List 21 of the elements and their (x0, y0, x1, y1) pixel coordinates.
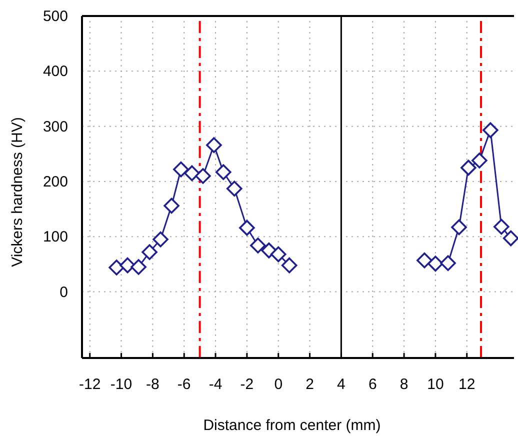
x-axis-title: Distance from center (mm) (203, 417, 381, 434)
x-tick-label: 12 (458, 376, 476, 393)
y-tick-label: 200 (42, 173, 68, 190)
y-tick-label: 0 (60, 284, 68, 301)
x-tick-label: 10 (427, 376, 444, 393)
x-tick-label: 6 (368, 376, 377, 393)
x-tick-label: 0 (274, 376, 283, 393)
y-tick-label: 100 (42, 228, 68, 246)
x-tick-label: -10 (110, 376, 132, 393)
x-tick-label: 8 (400, 376, 408, 393)
x-tick-label: -12 (79, 376, 101, 393)
x-tick-label: -2 (240, 376, 254, 393)
y-axis-title: Vickers hardness (HV) (9, 117, 26, 267)
x-tick-label: -8 (146, 376, 160, 393)
x-tick-label: -4 (208, 376, 222, 393)
x-tick-label: 4 (337, 376, 346, 393)
y-tick-label: 300 (42, 118, 68, 136)
y-tick-label: 500 (42, 8, 68, 25)
x-tick-label: -6 (177, 376, 191, 393)
x-tick-label: 2 (306, 376, 314, 393)
y-tick-label: 400 (42, 63, 68, 80)
